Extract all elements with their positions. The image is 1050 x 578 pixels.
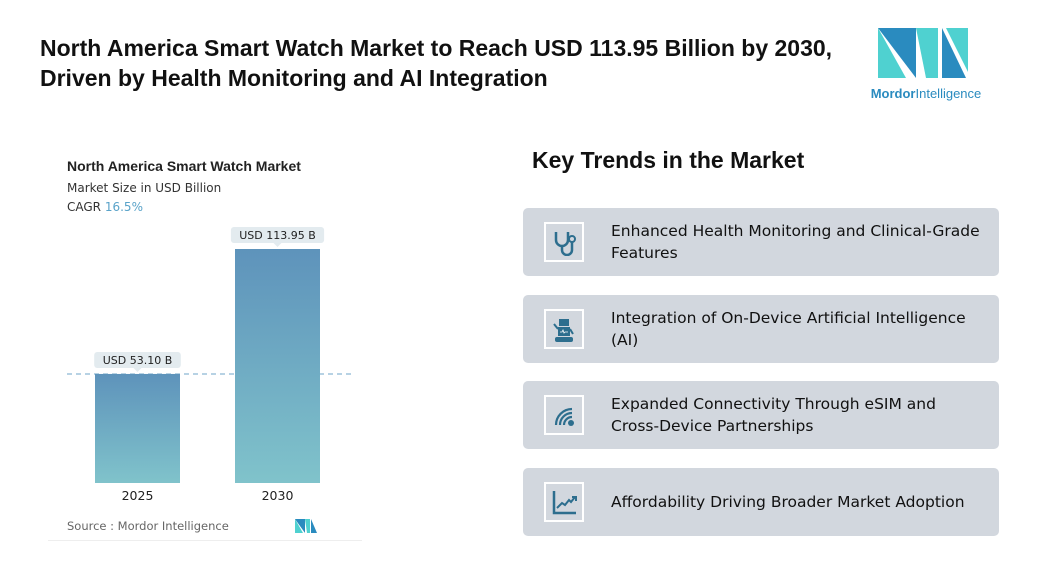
mordor-logo: MordorIntelligence: [866, 26, 986, 101]
source-logo-icon: [295, 519, 317, 533]
logo-word1: Mordor: [870, 86, 916, 101]
x-tick-label: 2030: [262, 488, 294, 503]
logo-mark-icon: [878, 28, 968, 78]
cagr-label: CAGR: [67, 200, 102, 214]
chart-source: Source : Mordor Intelligence: [67, 519, 229, 533]
data-label-bg: [94, 351, 181, 368]
trend-card: Integration of On-Device Artificial Inte…: [523, 295, 999, 363]
bar-2025: [95, 373, 180, 483]
data-label: USD 53.10 B: [103, 354, 173, 367]
data-label-pointer: [133, 367, 142, 372]
trend-text: Enhanced Health Monitoring and Clinical-…: [611, 222, 980, 262]
market-chart: North America Smart Watch Market Market …: [48, 145, 362, 541]
chart-title: North America Smart Watch Market: [67, 158, 301, 174]
trend-text: Integration of On-Device Artificial Inte…: [611, 309, 966, 349]
chart-subtitle: Market Size in USD Billion: [67, 181, 222, 195]
trend-text: Expanded Connectivity Through eSIM and C…: [611, 395, 936, 435]
trends-heading: Key Trends in the Market: [532, 147, 805, 173]
chart-plot: USD 53.10 B 2025 USD 113.95 B 2030: [67, 227, 352, 503]
cagr: CAGR 16.5%: [67, 200, 143, 214]
trend-card: Expanded Connectivity Through eSIM and C…: [523, 381, 999, 449]
trend-text: Affordability Driving Broader Market Ado…: [611, 493, 965, 511]
page-title: North America Smart Watch Market to Reac…: [40, 35, 833, 91]
robot-icon: [544, 309, 584, 349]
data-label: USD 113.95 B: [239, 229, 316, 242]
trend-card: Affordability Driving Broader Market Ado…: [523, 468, 999, 536]
signal-icon: [544, 395, 584, 435]
logo-word2: Intelligence: [915, 86, 982, 101]
x-tick-label: 2025: [122, 488, 154, 503]
stethoscope-icon: [544, 222, 584, 262]
data-label-pointer: [273, 243, 282, 247]
growth-chart-icon: [544, 482, 584, 522]
trend-card: Enhanced Health Monitoring and Clinical-…: [523, 208, 999, 276]
bar-2030: [235, 249, 320, 483]
data-label-bg: [230, 227, 325, 243]
cagr-value: 16.5%: [104, 200, 143, 214]
